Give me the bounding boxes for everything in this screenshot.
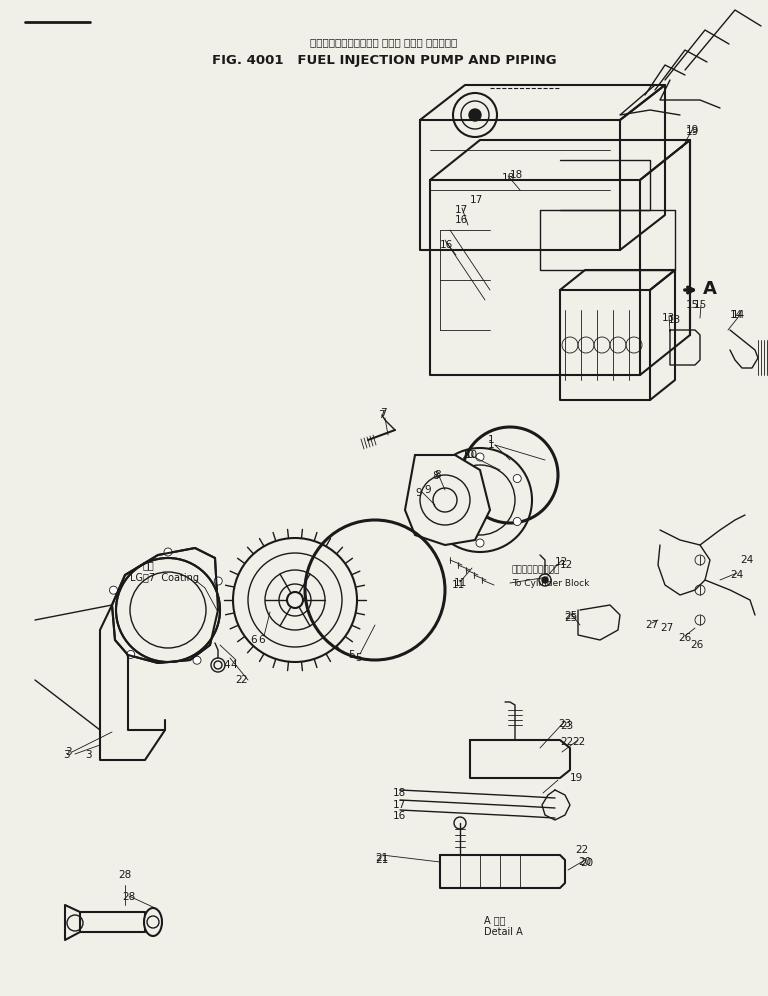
Circle shape — [110, 587, 118, 595]
Text: 3: 3 — [65, 747, 71, 757]
Text: 10: 10 — [462, 450, 475, 460]
Text: 4: 4 — [230, 660, 237, 670]
Text: 9: 9 — [415, 488, 422, 498]
Text: 28: 28 — [118, 870, 131, 880]
Text: 18: 18 — [510, 170, 523, 180]
Text: シリンダブロックへ: シリンダブロックへ — [512, 566, 561, 575]
Text: 11: 11 — [454, 578, 467, 588]
Text: 28: 28 — [122, 892, 135, 902]
Text: 10: 10 — [465, 450, 478, 460]
Text: 23: 23 — [560, 721, 573, 731]
Text: To Cylinder Block: To Cylinder Block — [512, 579, 589, 588]
Text: 19: 19 — [686, 127, 699, 137]
Text: 14: 14 — [732, 310, 745, 320]
Text: 塗布: 塗布 — [143, 560, 154, 570]
Text: 18: 18 — [502, 173, 515, 183]
Text: A: A — [703, 280, 717, 298]
Text: 16: 16 — [455, 215, 468, 225]
Text: 3: 3 — [63, 750, 70, 760]
Circle shape — [116, 558, 220, 662]
Text: 26: 26 — [690, 640, 703, 650]
Text: Detail A: Detail A — [484, 927, 523, 937]
Text: 17: 17 — [470, 195, 483, 205]
Circle shape — [513, 474, 521, 482]
Text: 20: 20 — [580, 858, 593, 868]
Text: 11: 11 — [452, 580, 465, 590]
Text: 27: 27 — [645, 620, 658, 630]
Circle shape — [513, 518, 521, 526]
Circle shape — [127, 650, 134, 658]
Text: 20: 20 — [578, 857, 591, 867]
Circle shape — [193, 656, 201, 664]
Text: LG－7  Coating: LG－7 Coating — [130, 573, 199, 583]
Text: 16: 16 — [393, 811, 406, 821]
Ellipse shape — [144, 908, 162, 936]
Text: 2: 2 — [240, 675, 247, 685]
Text: 25: 25 — [564, 613, 578, 623]
Text: 12: 12 — [555, 557, 568, 567]
Text: 8: 8 — [432, 471, 439, 481]
Text: 17: 17 — [455, 205, 468, 215]
Circle shape — [214, 577, 222, 585]
Text: 25: 25 — [564, 611, 578, 621]
Text: 12: 12 — [560, 560, 573, 570]
Text: 15: 15 — [686, 300, 699, 310]
Circle shape — [439, 518, 447, 526]
Text: A 詳細: A 詳細 — [484, 915, 505, 925]
Text: 21: 21 — [375, 855, 389, 865]
Text: 24: 24 — [730, 570, 743, 580]
Text: 6: 6 — [250, 635, 257, 645]
Circle shape — [542, 577, 548, 583]
Text: 22: 22 — [560, 737, 573, 747]
Text: 1: 1 — [488, 440, 495, 450]
Text: FIG. 4001   FUEL INJECTION PUMP AND PIPING: FIG. 4001 FUEL INJECTION PUMP AND PIPING — [212, 54, 556, 67]
Circle shape — [164, 548, 172, 556]
Text: 27: 27 — [660, 623, 674, 633]
Text: 19: 19 — [570, 773, 583, 783]
Text: 6: 6 — [258, 635, 265, 645]
Text: 1: 1 — [488, 435, 495, 445]
Text: 16: 16 — [440, 240, 453, 250]
Circle shape — [476, 539, 484, 547]
Text: 24: 24 — [740, 555, 753, 565]
Text: フェルインジェクション ポンプ および パイピング: フェルインジェクション ポンプ および パイピング — [310, 37, 458, 47]
Text: 9: 9 — [424, 485, 431, 495]
Text: 4: 4 — [223, 660, 230, 670]
Text: 2: 2 — [235, 675, 242, 685]
Text: 13: 13 — [668, 315, 681, 325]
Text: 5: 5 — [355, 653, 362, 663]
Text: 18: 18 — [393, 788, 406, 798]
Text: 22: 22 — [572, 737, 585, 747]
Text: 7: 7 — [378, 410, 385, 420]
Text: 19: 19 — [686, 125, 699, 135]
Polygon shape — [112, 548, 218, 663]
Text: 22: 22 — [575, 845, 588, 855]
Circle shape — [469, 109, 481, 121]
Text: 7: 7 — [380, 408, 386, 418]
Text: 14: 14 — [730, 310, 743, 320]
Text: 21: 21 — [375, 853, 389, 863]
Polygon shape — [405, 455, 490, 545]
Text: 8: 8 — [434, 470, 441, 480]
Text: 17: 17 — [393, 800, 406, 810]
Text: 26: 26 — [678, 633, 691, 643]
Text: 5: 5 — [348, 650, 355, 660]
Text: 3: 3 — [85, 750, 91, 760]
Circle shape — [287, 592, 303, 608]
Text: 15: 15 — [694, 300, 707, 310]
Text: 23: 23 — [558, 719, 571, 729]
Text: 13: 13 — [662, 313, 675, 323]
Circle shape — [476, 453, 484, 461]
Circle shape — [439, 474, 447, 482]
